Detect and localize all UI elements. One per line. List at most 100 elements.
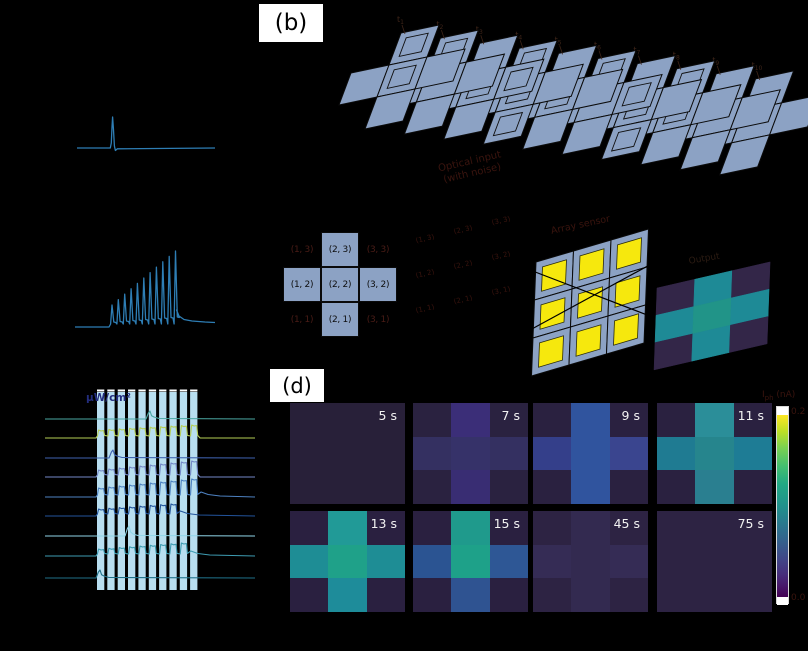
grid-cell-filled: (2, 1) bbox=[321, 302, 359, 337]
heatmap-cell bbox=[695, 436, 734, 471]
heatmap-cell bbox=[695, 511, 734, 545]
response-trace bbox=[45, 478, 256, 498]
heatmap-cell bbox=[657, 511, 696, 545]
stimulus-tick bbox=[138, 389, 146, 392]
stimulus-band bbox=[148, 392, 157, 590]
heatmap-cell bbox=[733, 511, 772, 545]
frame-tile bbox=[640, 124, 692, 166]
time-label: t1 bbox=[397, 15, 404, 26]
timestamp-label: 15 s bbox=[493, 516, 520, 531]
stimulus-tick bbox=[169, 389, 177, 392]
heatmap-cell bbox=[290, 403, 329, 437]
heatmap-cell bbox=[366, 544, 405, 579]
heatmap-cell bbox=[533, 544, 572, 579]
heatmap-cell bbox=[733, 544, 772, 579]
input-pattern-outline bbox=[503, 66, 534, 92]
heatmap-cell bbox=[413, 511, 452, 545]
heatmap-cell bbox=[695, 403, 734, 437]
heatmap-cell bbox=[695, 544, 734, 579]
frame-tile bbox=[493, 58, 545, 100]
pixel-active-area bbox=[575, 324, 602, 357]
time-label-pointer bbox=[598, 50, 603, 60]
input-pattern-outline bbox=[621, 82, 652, 107]
time-label-pointer bbox=[441, 29, 445, 40]
response-trace bbox=[45, 525, 256, 537]
input-channel-label: (1, 3) bbox=[415, 232, 436, 245]
stimulus-tick bbox=[128, 389, 136, 392]
heatmap-cell bbox=[413, 578, 452, 612]
heatmap-cell bbox=[413, 403, 452, 437]
response-trace bbox=[45, 410, 256, 420]
frame-tile bbox=[414, 48, 466, 90]
stimulus-band bbox=[117, 392, 125, 590]
heatmap-tile: 75 s bbox=[657, 511, 772, 612]
grid-cell-empty: (1, 1) bbox=[290, 314, 314, 325]
heatmap-cell bbox=[290, 578, 329, 612]
input-pattern-outline bbox=[610, 127, 642, 152]
heatmap-cell bbox=[290, 436, 329, 471]
input-channel-label: (3, 1) bbox=[491, 284, 512, 297]
input-channel-label: (3, 2) bbox=[491, 249, 512, 262]
time-label: t3 bbox=[476, 25, 483, 36]
heatmap-cell bbox=[489, 578, 528, 612]
frame-tile bbox=[403, 93, 456, 135]
stimulus-band bbox=[169, 392, 177, 590]
heatmap-cell bbox=[290, 470, 329, 504]
input-channel-label: (1, 1) bbox=[415, 302, 436, 315]
frame-tile bbox=[532, 63, 584, 105]
time-label-pointer bbox=[559, 45, 563, 55]
grid-cell-filled: (2, 2) bbox=[321, 267, 359, 302]
stimulus-band bbox=[179, 392, 188, 590]
timestamp-label: 45 s bbox=[613, 516, 640, 531]
intensity-unit-label: µW/cm² bbox=[86, 392, 131, 404]
heatmap-cell bbox=[609, 578, 648, 612]
colorbar-bottom-cap bbox=[777, 597, 788, 605]
heatmap-cell bbox=[451, 470, 490, 504]
frame-tile bbox=[443, 98, 495, 140]
heatmap-cell bbox=[609, 470, 648, 504]
heatmap-cell bbox=[489, 436, 528, 471]
heatmap-cell bbox=[533, 511, 572, 545]
frame-tile bbox=[453, 53, 506, 95]
heatmap-tile: 11 s bbox=[657, 403, 772, 504]
stimulus-band bbox=[97, 392, 105, 590]
heatmap-tile: 13 s bbox=[290, 511, 405, 612]
heatmap-cell bbox=[733, 578, 772, 612]
frame-tile bbox=[521, 108, 574, 151]
heatmap-cell bbox=[571, 470, 610, 504]
heatmap-cell bbox=[571, 403, 610, 437]
heatmap-cell bbox=[609, 544, 648, 579]
panel-b-label-box: (b) bbox=[259, 4, 323, 42]
grid-cell-filled: (2, 3) bbox=[321, 232, 359, 267]
grid-cell-empty: (1, 3) bbox=[290, 244, 314, 255]
heatmap-grid bbox=[413, 511, 528, 612]
heatmap-cell bbox=[451, 578, 490, 612]
panel-b-label: (b) bbox=[274, 10, 308, 36]
time-label: t8 bbox=[673, 51, 680, 62]
time-label-pointer bbox=[519, 40, 524, 50]
heatmap-cell bbox=[489, 544, 528, 579]
response-trace bbox=[45, 460, 255, 478]
response-trace bbox=[45, 449, 256, 459]
panel-c-traces bbox=[45, 389, 256, 590]
response-trace bbox=[45, 503, 256, 517]
heatmap-cell bbox=[489, 511, 528, 545]
time-label: t5 bbox=[555, 35, 562, 46]
frame-tile bbox=[571, 68, 624, 111]
heatmap-cell bbox=[328, 403, 367, 437]
time-label-pointer bbox=[677, 60, 682, 70]
heatmap-cell bbox=[533, 578, 572, 612]
ray-line bbox=[529, 269, 656, 319]
heatmap-cell bbox=[328, 436, 367, 471]
heatmap-cell bbox=[609, 436, 648, 471]
response-trace bbox=[45, 569, 256, 579]
heatmap-cell bbox=[657, 470, 696, 504]
heatmap-grid bbox=[290, 511, 405, 612]
timestamp-label: 13 s bbox=[370, 516, 397, 531]
heatmap-cell bbox=[413, 544, 452, 579]
colorbar-title: Iph (nA) bbox=[762, 390, 796, 402]
response-trace bbox=[45, 542, 256, 557]
heatmap-cell bbox=[657, 403, 696, 437]
heatmap-cell bbox=[366, 511, 405, 545]
